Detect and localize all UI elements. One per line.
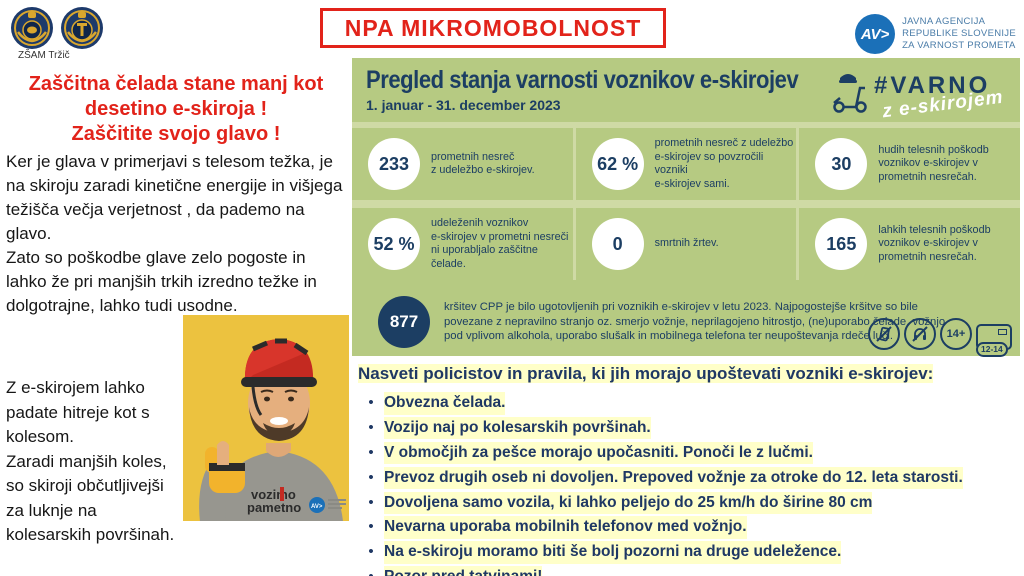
advice-bullets: Obvezna čelada. Vozijo naj po kolesarski…: [358, 392, 1018, 576]
violations-value: 877: [378, 296, 430, 348]
advice-bullet: V območjih za pešce morajo upočasniti. P…: [358, 441, 1018, 465]
stat-label: prometnih nesreč z udeležbo e-skirojev.: [431, 150, 535, 177]
slide-title-box: NPA MIKROMOBOLNOST: [320, 8, 666, 48]
restriction-icons: 14+ 12-14: [868, 318, 1012, 357]
advice-bullet: Prevoz drugih oseb ni dovoljen. Prepoved…: [358, 466, 1018, 490]
advice-bullet: Pozor pred tatvinami!: [358, 566, 1018, 576]
scooter-helmet-icon: [833, 74, 867, 113]
helmet-man-illustration: vozimo pametno AV>: [183, 315, 349, 523]
stat-serious-injuries: 30 hudih telesnih poškodb voznikov e-ski…: [799, 128, 1020, 200]
stat-value: 62 %: [591, 138, 644, 190]
helmet-paragraph: Ker je glava v primerjavi s telesom težk…: [6, 152, 343, 315]
stat-value: 165: [815, 218, 868, 270]
stat-fatalities: 0 smrtnih žrtev.: [575, 208, 797, 280]
police-advice: Nasveti policistov in pravila, ki jih mo…: [358, 362, 1018, 576]
safety-infographic: Pregled stanja varnosti voznikov e-skiro…: [352, 58, 1020, 357]
stat-label: prometnih nesreč z udeležbo e-skirojev s…: [654, 137, 794, 190]
slide-title: NPA MIKROMOBOLNOST: [344, 14, 642, 41]
advice-bullet: Na e-skiroju moramo biti še bolj pozorni…: [358, 541, 1018, 564]
stat-value: 30: [815, 138, 868, 190]
stat-label: udeleženih voznikov e-skirojev v prometn…: [431, 217, 569, 270]
advice-heading: Nasveti policistov in pravila, ki jih mo…: [358, 364, 934, 383]
stat-label: smrtnih žrtev.: [654, 237, 719, 250]
avp-logo-icon: AV>: [855, 14, 896, 54]
varno-hashtag: #VARNO: [874, 72, 991, 99]
stat-value: 52 %: [368, 218, 420, 270]
escooter-fall-paragraph: Z e-skirojem lahko padate hitreje kot s …: [6, 378, 175, 544]
violations-text: kršitev CPP je bilo ugotovljenih pri voz…: [444, 301, 946, 343]
avp-logo-text: JAVNA AGENCIJA REPUBLIKE SLOVENIJE ZA VA…: [902, 16, 1016, 51]
zsam-trzic-badge-icon: [61, 7, 104, 49]
infographic-header: Pregled stanja varnosti voznikov e-skiro…: [352, 58, 1020, 122]
violations-section: 877 kršitev CPP je bilo ugotovljenih pri…: [352, 288, 1020, 357]
zsam-badges: ZŠAM Tržič: [10, 6, 120, 61]
stat-minor-injuries: 165 lahkih telesnih poškodb voznikov e-s…: [799, 208, 1020, 280]
stat-caused-by-riders: 62 % prometnih nesreč z udeležbo e-skiro…: [575, 128, 797, 200]
advice-bullet: Dovoljena samo vozila, ki lahko peljejo …: [358, 491, 1018, 515]
no-headphones-icon: [904, 318, 936, 350]
helmet-heading: Zaščitna čelada stane manj kot desetino …: [28, 73, 324, 145]
svg-text:pametno: pametno: [247, 500, 301, 515]
stat-no-helmet: 52 % udeleženih voznikov e-skirojev v pr…: [352, 208, 573, 280]
stat-label: hudih telesnih poškodb voznikov e-skiroj…: [878, 143, 989, 183]
svg-text:AV>: AV>: [311, 504, 323, 510]
zsam-badge-icon: [11, 7, 53, 49]
advice-bullet: Nevarna uporaba mobilnih telefonov med v…: [358, 516, 1018, 539]
licence-12-14-icon: 12-14: [976, 324, 1012, 357]
stat-value: 0: [591, 218, 644, 270]
infographic-subtitle: 1. januar - 31. december 2023: [366, 97, 561, 113]
advice-bullet: Obvezna čelada.: [358, 392, 1018, 415]
avp-agency-logo: AV> JAVNA AGENCIJA REPUBLIKE SLOVENIJE Z…: [855, 14, 1016, 54]
stat-accidents: 233 prometnih nesreč z udeležbo e-skiroj…: [352, 128, 573, 200]
svg-text:vozimo: vozimo: [251, 487, 296, 502]
stat-value: 233: [368, 138, 420, 190]
helmet-man-photo: vozimo pametno AV>: [183, 315, 349, 523]
varno-brand: #VARNO z e-skirojem: [830, 64, 1010, 122]
badge-caption: ZŠAM Tržič: [18, 50, 70, 61]
stat-label: lahkih telesnih poškodb voznikov e-skiro…: [878, 223, 991, 263]
stats-grid: 233 prometnih nesreč z udeležbo e-skiroj…: [352, 122, 1020, 280]
infographic-title: Pregled stanja varnosti voznikov e-skiro…: [366, 66, 799, 94]
advice-bullet: Vozijo naj po kolesarskih površinah.: [358, 416, 1018, 440]
no-phone-icon: [868, 318, 900, 350]
age-14-plus-icon: 14+: [940, 318, 972, 350]
